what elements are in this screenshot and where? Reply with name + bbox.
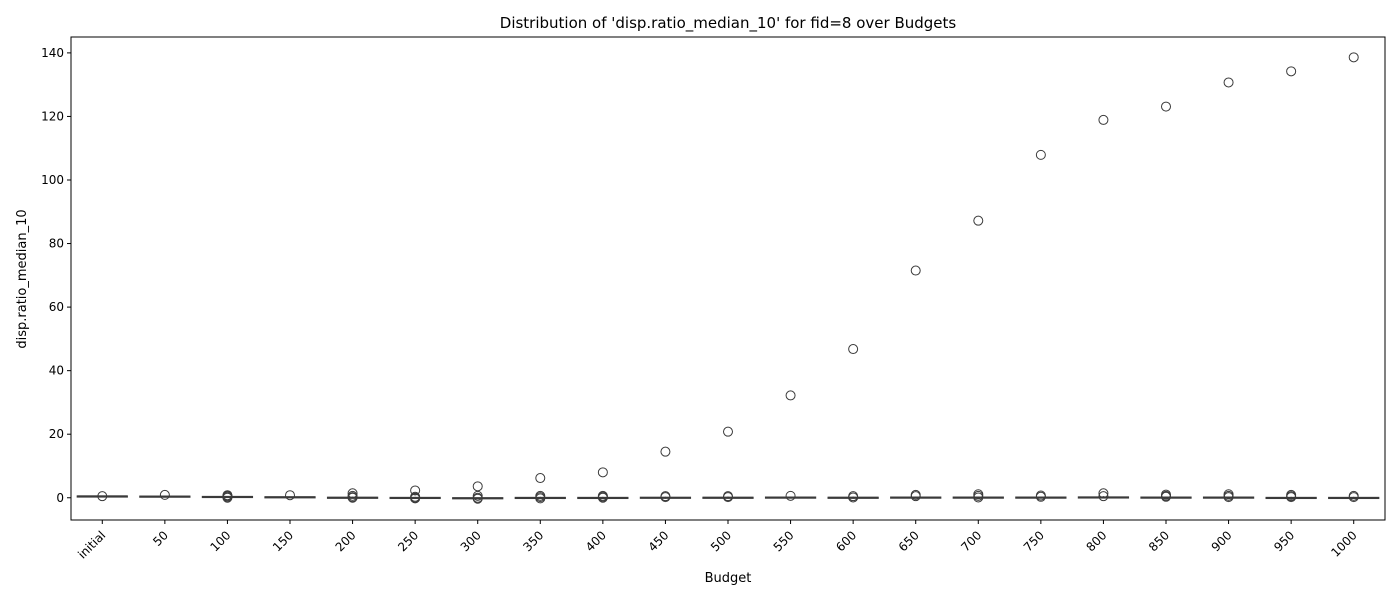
outlier-point [1223, 77, 1234, 88]
y-tick-label: 120 [41, 109, 64, 123]
outlier-point [1035, 149, 1046, 160]
outlier-point [535, 473, 546, 484]
outlier-point [410, 485, 421, 496]
y-axis-label: disp.ratio_median_10 [15, 209, 30, 348]
outlier-point [785, 390, 796, 401]
box-500 [702, 426, 754, 503]
box-400 [577, 467, 629, 503]
box-300 [452, 481, 504, 504]
outlier-point [723, 426, 733, 437]
box-50 [139, 489, 191, 500]
outlier-point [1223, 489, 1234, 500]
outlier-point [785, 490, 796, 501]
outlier-point [472, 481, 483, 492]
outlier-point [660, 446, 671, 457]
box-650 [890, 265, 942, 502]
outlier-point [910, 265, 921, 276]
outlier-point [410, 491, 421, 502]
outlier-point [1098, 114, 1109, 125]
y-tick-label: 0 [56, 491, 64, 505]
outlier-point [973, 489, 984, 500]
outlier-point [848, 491, 859, 502]
outlier-point [910, 489, 921, 500]
y-tick-label: 60 [49, 300, 64, 314]
box-100 [201, 490, 254, 503]
box-600 [827, 344, 879, 503]
box-900 [1202, 77, 1255, 503]
box-950 [1265, 66, 1317, 503]
outlier-point [1098, 488, 1109, 499]
outlier-point [347, 488, 358, 499]
outlier-point [1098, 491, 1109, 502]
chart-title: Distribution of 'disp.ratio_median_10' f… [500, 14, 957, 33]
outlier-point [973, 215, 984, 226]
outlier-point [1348, 490, 1359, 501]
box-1000 [1328, 52, 1380, 503]
outlier-point [347, 490, 358, 501]
outlier-point [660, 491, 671, 502]
outlier-point [1286, 489, 1297, 500]
outlier-point [1161, 101, 1171, 112]
plot-area [76, 52, 1380, 504]
outlier-point [1348, 52, 1359, 63]
y-tick-label: 100 [41, 173, 64, 187]
box-800 [1077, 114, 1130, 502]
box-850 [1140, 101, 1192, 502]
outlier-point [597, 467, 608, 478]
outlier-point [535, 490, 546, 501]
x-axis-label: Budget [705, 571, 752, 586]
outlier-point [1161, 489, 1171, 500]
outlier-point [285, 490, 295, 501]
outlier-point [848, 344, 859, 355]
box-350 [514, 473, 566, 504]
y-tick-label: 20 [49, 427, 64, 441]
box-700 [952, 215, 1004, 503]
box-450 [639, 446, 692, 503]
box-550 [764, 390, 817, 501]
y-tick-label: 140 [41, 46, 64, 60]
box-200 [326, 488, 379, 503]
y-axis: 0 20 40 60 80 100 120 140 [41, 46, 71, 505]
outlier-point [597, 490, 608, 501]
box-250 [389, 485, 441, 504]
outlier-point [222, 490, 233, 501]
y-tick-label: 40 [49, 364, 64, 378]
box-initial [76, 491, 128, 502]
outlier-point [1286, 66, 1297, 77]
box-150 [264, 490, 316, 501]
outlier-point [472, 490, 483, 501]
outlier-point [97, 491, 108, 502]
outlier-point [1035, 490, 1046, 501]
box-750 [1015, 149, 1067, 502]
y-tick-label: 80 [49, 237, 64, 251]
outlier-point [159, 489, 170, 500]
outlier-point [723, 491, 733, 502]
